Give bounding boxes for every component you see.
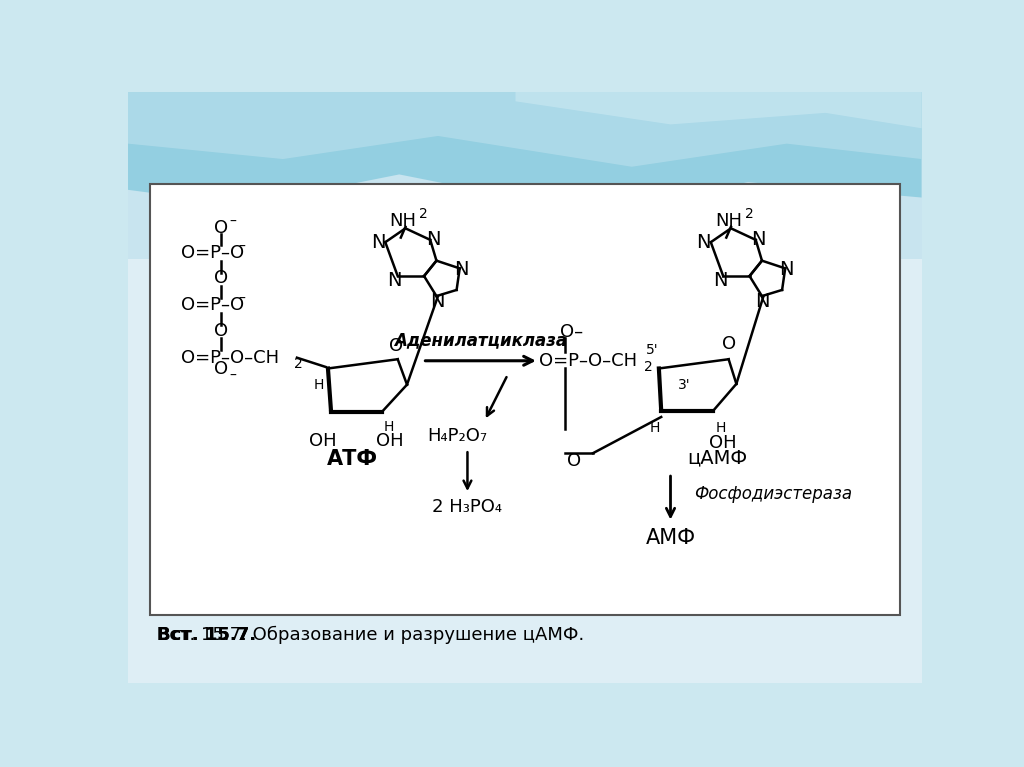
Text: O=P–O–CH: O=P–O–CH xyxy=(539,352,637,370)
Text: O: O xyxy=(567,452,582,470)
Polygon shape xyxy=(515,92,922,128)
Text: Вст. 15.7.: Вст. 15.7. xyxy=(158,626,257,644)
Text: N: N xyxy=(696,232,711,252)
Text: АТФ: АТФ xyxy=(328,449,378,469)
Text: O: O xyxy=(389,337,403,354)
Text: 2: 2 xyxy=(744,207,754,222)
Text: N: N xyxy=(779,260,794,278)
Text: –: – xyxy=(238,240,245,254)
Text: цАМФ: цАМФ xyxy=(687,448,748,467)
Polygon shape xyxy=(128,92,922,166)
Polygon shape xyxy=(128,92,922,683)
Text: Аденилатциклаза: Аденилатциклаза xyxy=(394,331,567,349)
Text: 2 H₃PO₄: 2 H₃PO₄ xyxy=(432,498,503,516)
Text: H: H xyxy=(313,378,324,393)
Polygon shape xyxy=(128,259,922,683)
Text: N: N xyxy=(387,272,401,290)
Text: N: N xyxy=(756,292,770,311)
FancyBboxPatch shape xyxy=(150,183,900,615)
Text: N: N xyxy=(371,232,386,252)
Text: 2: 2 xyxy=(294,357,303,371)
Polygon shape xyxy=(128,92,922,213)
Text: N: N xyxy=(430,292,444,311)
Text: N: N xyxy=(454,260,469,278)
Text: АМФ: АМФ xyxy=(645,528,695,548)
Text: N: N xyxy=(752,230,766,249)
Text: O: O xyxy=(214,269,228,288)
Text: N: N xyxy=(426,230,440,249)
Text: Вст. 15.7. Образование и разрушение цАМФ.: Вст. 15.7. Образование и разрушение цАМФ… xyxy=(158,626,585,644)
Text: 2: 2 xyxy=(644,360,653,374)
Text: O: O xyxy=(214,219,228,237)
Text: H: H xyxy=(383,420,393,434)
Text: –: – xyxy=(229,368,237,383)
Text: OH: OH xyxy=(709,434,736,453)
Text: 5': 5' xyxy=(646,343,658,357)
Text: NH: NH xyxy=(715,212,742,229)
Text: O: O xyxy=(214,360,228,378)
Text: 2: 2 xyxy=(420,207,428,222)
Text: O: O xyxy=(722,335,735,353)
Text: O–: O– xyxy=(560,323,584,341)
Text: NH: NH xyxy=(389,212,417,229)
Text: 3': 3' xyxy=(678,378,691,393)
Text: H: H xyxy=(716,421,726,435)
Text: H₄P₂O₇: H₄P₂O₇ xyxy=(427,427,487,445)
Text: OH: OH xyxy=(309,432,337,450)
Text: O: O xyxy=(214,321,228,340)
Text: –: – xyxy=(238,292,245,306)
Text: Вст. 15.7.: Вст. 15.7. xyxy=(158,626,257,644)
Text: N: N xyxy=(713,272,727,290)
Text: OH: OH xyxy=(376,432,403,450)
Text: –: – xyxy=(229,216,237,229)
Text: O=P–O: O=P–O xyxy=(180,244,244,262)
Text: Фосфодиэстераза: Фосфодиэстераза xyxy=(693,485,852,503)
Text: O=P–O–CH: O=P–O–CH xyxy=(180,349,279,367)
Text: H: H xyxy=(650,421,660,435)
Text: O=P–O: O=P–O xyxy=(180,296,244,314)
